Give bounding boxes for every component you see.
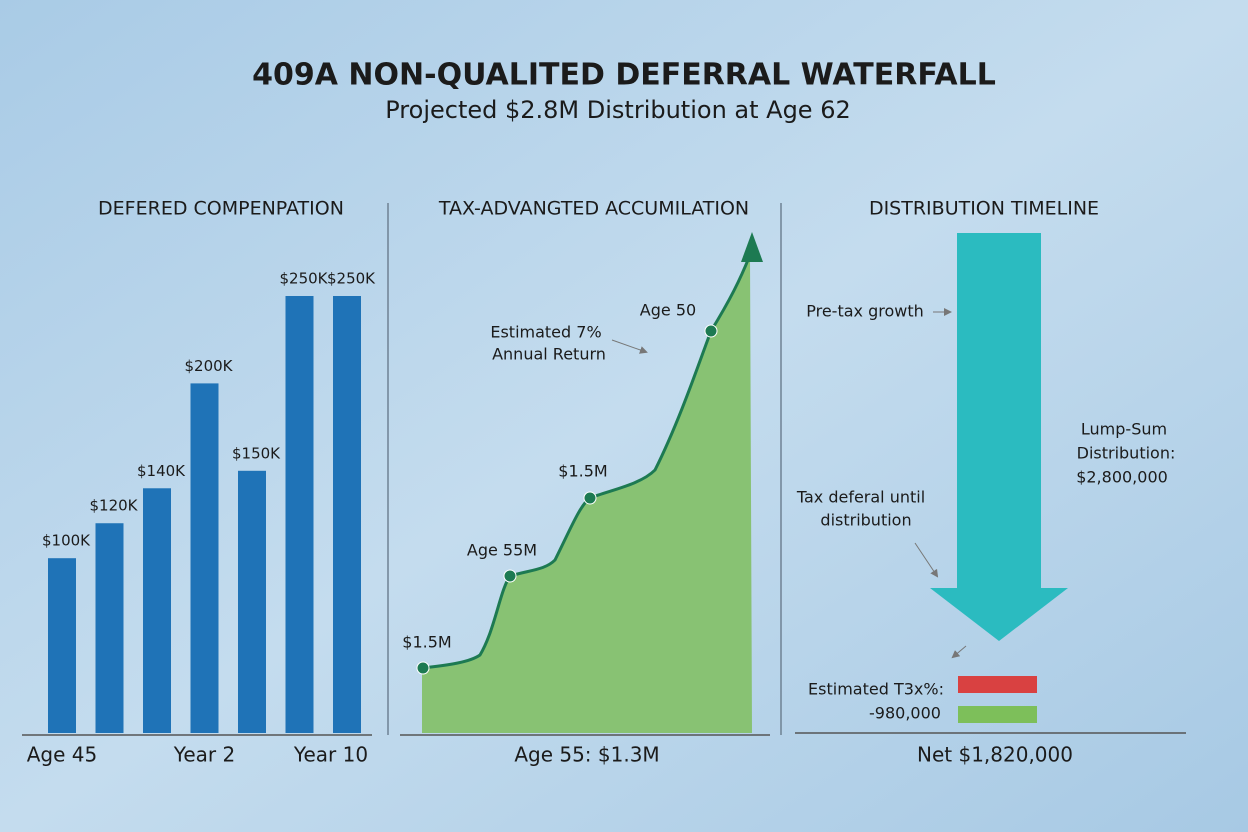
label: Estimated T3x%: — [808, 680, 944, 699]
bar — [143, 488, 171, 733]
bar — [333, 296, 361, 733]
arrow-head — [741, 232, 763, 262]
label: -980,000 — [869, 704, 941, 723]
point-label: Age 50 — [640, 301, 696, 320]
point — [583, 491, 597, 505]
panel-title: DEFERED COMPENPATION — [98, 198, 344, 220]
point-label: $1.5M — [558, 462, 607, 481]
annotation: Estimated 7% — [490, 323, 601, 342]
x-tick-label: Year 10 — [293, 743, 368, 767]
panel-title: DISTRIBUTION TIMELINE — [869, 198, 1099, 220]
label: $2,800,000 — [1076, 468, 1168, 487]
area — [422, 255, 752, 733]
label: Distribution: — [1077, 444, 1176, 463]
point — [704, 324, 718, 338]
point — [503, 569, 517, 583]
value-label: $200K — [184, 357, 233, 375]
value-label: $100K — [42, 532, 91, 550]
label: Tax deferal until — [796, 488, 925, 507]
point-label: $1.5M — [402, 633, 451, 652]
net-bar — [958, 706, 1037, 723]
panel-title: TAX-ADVANGTED ACCUMILATION — [438, 198, 749, 220]
value-label: $250K — [327, 270, 376, 288]
label: Pre-tax growth — [806, 302, 924, 321]
tax-bar — [958, 676, 1037, 693]
annotation: Annual Return — [492, 345, 606, 364]
value-label: $250K — [279, 270, 328, 288]
flow-arrow — [957, 233, 1041, 589]
value-label: $120K — [89, 497, 138, 515]
value-label: $140K — [137, 462, 186, 480]
bar — [190, 383, 219, 733]
bar — [48, 558, 76, 733]
pointer — [914, 542, 939, 578]
point — [416, 661, 430, 675]
point-label: Age 55M — [467, 541, 537, 560]
value-label: $150K — [232, 444, 281, 462]
label: distribution — [820, 511, 911, 530]
axis-label: Age 55: $1.3M — [514, 743, 659, 767]
bar — [238, 470, 266, 733]
pointer — [611, 339, 648, 354]
x-tick-label: Age 45 — [27, 743, 98, 767]
bar — [95, 523, 124, 733]
flow-arrow-head — [930, 588, 1068, 641]
bar — [285, 296, 314, 733]
x-tick-label: Year 2 — [173, 743, 235, 767]
title: 409A NON-QUALITED DEFERRAL WATERFALL — [252, 58, 996, 93]
subtitle: Projected $2.8M Distribution at Age 62 — [385, 96, 851, 124]
net-label: Net $1,820,000 — [917, 743, 1073, 767]
label: Lump-Sum — [1081, 420, 1167, 439]
pointer — [951, 645, 967, 659]
